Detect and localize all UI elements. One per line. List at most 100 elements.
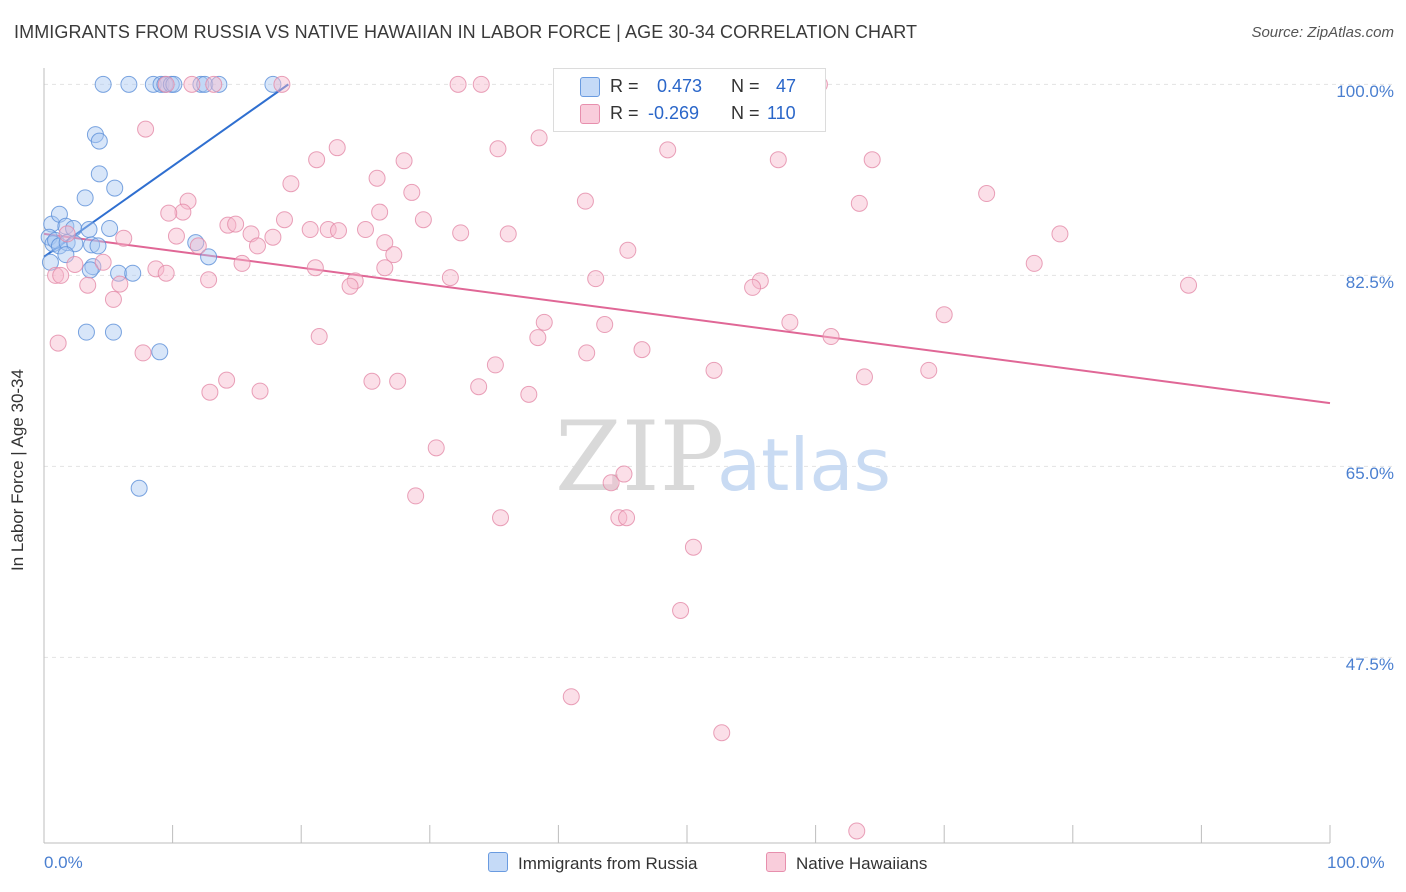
hawaiian-point-25 [174, 203, 192, 221]
hawaiian-point-100 [672, 602, 690, 619]
n-value: 47 [776, 76, 797, 96]
hawaiian-point-12 [328, 139, 346, 157]
russia-point-1 [120, 75, 138, 93]
hawaiian-point-10 [530, 129, 548, 147]
hawaiian-point-18 [368, 169, 386, 187]
hawaiian-point-101 [562, 688, 580, 706]
hawaiian-point-60 [587, 270, 605, 288]
russia-point-20 [80, 221, 98, 239]
stats-swatch-russia [580, 77, 600, 97]
russia-point-15 [106, 179, 124, 197]
hawaiian-point-57 [52, 266, 70, 284]
stats-row-hawaiian: R = -0.269 N = 110 [554, 100, 825, 126]
hawaiian-point-76 [310, 328, 328, 346]
russia-point-9 [210, 75, 228, 93]
russia-point-7 [192, 75, 210, 93]
hawaiian-point-42 [1051, 225, 1069, 243]
hawaiian-point-27 [371, 203, 389, 221]
hawaiian-point-99 [684, 538, 702, 556]
hawaiian-point-89 [520, 385, 538, 403]
hawaiian-point-16 [769, 151, 787, 169]
hawaiian-point-17 [863, 151, 881, 169]
hawaiian-point-103 [848, 822, 866, 840]
hawaiian-point-93 [615, 465, 633, 483]
hawaiian-point-26 [160, 204, 178, 222]
hawaiian-point-71 [596, 316, 614, 334]
russia-point-36 [200, 248, 218, 266]
r-value: 0.473 [657, 76, 703, 96]
hawaiian-trend-line [43, 232, 1331, 405]
hawaiian-point-65 [200, 271, 218, 289]
hawaiian-point-38 [58, 225, 76, 243]
hawaiian-point-81 [486, 356, 504, 374]
hawaiian-point-35 [329, 222, 347, 240]
hawaiian-point-24 [179, 192, 197, 210]
hawaiian-point-2 [205, 75, 223, 93]
legend-item-russia[interactable]: Immigrants from Russia [488, 852, 697, 876]
hawaiian-point-23 [850, 194, 868, 212]
hawaiian-point-39 [115, 229, 133, 247]
hawaiian-point-32 [301, 221, 319, 239]
legend-label-hawaiian: Native Hawaiians [796, 854, 928, 873]
hawaiian-point-47 [385, 246, 403, 264]
russia-point-12 [90, 132, 108, 150]
hawaiian-point-95 [407, 487, 425, 505]
hawaiian-point-83 [920, 361, 938, 379]
hawaiian-point-69 [104, 290, 122, 308]
hawaiian-point-1 [183, 75, 201, 93]
stats-swatch-hawaiian [580, 104, 600, 124]
hawaiian-point-50 [66, 255, 84, 273]
n-value: 110 [767, 103, 796, 123]
x-tick-label-min: 0.0% [44, 853, 83, 872]
russia-point-31 [41, 253, 59, 271]
hawaiian-point-88 [470, 378, 488, 396]
hawaiian-point-37 [167, 227, 185, 245]
hawaiian-point-73 [935, 306, 953, 324]
hawaiian-point-55 [157, 264, 175, 282]
hawaiian-point-34 [357, 221, 374, 239]
hawaiian-point-79 [134, 344, 152, 362]
hawaiian-point-28 [275, 211, 293, 229]
russia-point-28 [83, 236, 101, 254]
hawaiian-point-5 [472, 75, 490, 93]
stats-box: R = 0.473 N = 47 R = -0.269 N = 110 [553, 68, 826, 132]
legend-label-russia: Immigrants from Russia [518, 854, 698, 873]
chart-title: IMMIGRANTS FROM RUSSIA VS NATIVE HAWAIIA… [14, 22, 918, 42]
hawaiian-point-13 [659, 141, 677, 159]
trend-lines [43, 83, 1331, 405]
legend-swatch-hawaiian [766, 852, 786, 872]
hawaiian-point-52 [233, 254, 251, 272]
hawaiian-point-74 [822, 328, 840, 346]
hawaiian-point-4 [449, 75, 467, 93]
hawaiian-point-90 [201, 383, 219, 401]
russia-point-29 [89, 237, 107, 255]
hawaiian-point-0 [157, 75, 175, 93]
hawaiian-point-15 [395, 152, 413, 170]
hawaiian-point-66 [111, 275, 129, 293]
hawaiian-point-102 [713, 724, 731, 742]
hawaiian-point-67 [79, 276, 97, 294]
russia-point-41 [130, 479, 148, 497]
x-tick-label-max: 100.0% [1327, 853, 1385, 872]
hawaiian-point-21 [978, 185, 996, 203]
hawaiian-point-51 [94, 253, 112, 271]
hawaiian-point-54 [147, 260, 165, 278]
hawaiian-point-87 [389, 372, 407, 390]
y-tick-label-2: 82.5% [1345, 273, 1394, 293]
y-tick-label-1: 65.0% [1345, 464, 1394, 484]
russia-point-32 [84, 258, 102, 276]
russia-point-8 [196, 75, 214, 93]
russia-point-39 [104, 323, 122, 341]
russia-point-34 [110, 264, 128, 282]
hawaiian-point-70 [535, 313, 553, 331]
russia-point-3 [152, 75, 170, 93]
y-tick-label-0: 47.5% [1345, 655, 1394, 675]
stats-row-russia: R = 0.473 N = 47 [554, 73, 825, 99]
hawaiian-point-78 [633, 341, 651, 359]
hawaiian-point-58 [376, 259, 394, 277]
hawaiian-point-56 [47, 266, 65, 284]
hawaiian-point-63 [346, 272, 364, 290]
hawaiian-point-84 [855, 368, 873, 386]
hawaiian-point-20 [403, 183, 421, 201]
legend-item-hawaiian[interactable]: Native Hawaiians [766, 852, 927, 876]
